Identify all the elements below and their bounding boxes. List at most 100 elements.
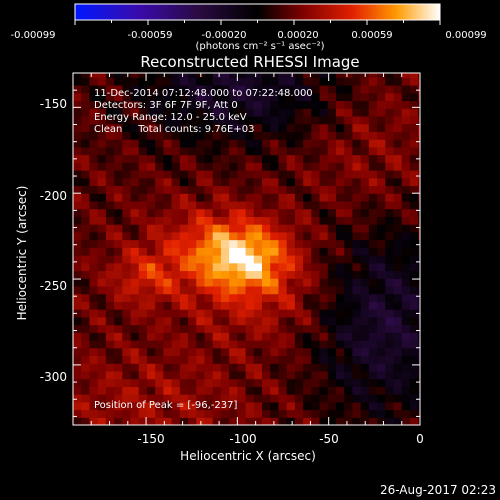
heatmap-cell — [393, 309, 403, 318]
heatmap-cell — [270, 200, 280, 210]
heatmap-cell — [327, 108, 337, 117]
heatmap-cell — [360, 401, 370, 411]
heatmap-cell — [368, 255, 378, 264]
heatmap-cell — [377, 316, 386, 326]
heatmap-cell — [253, 115, 263, 125]
heatmap-cell — [73, 347, 82, 357]
heatmap-cell — [294, 224, 304, 233]
heatmap-cell — [130, 216, 140, 225]
heatmap-cell — [138, 115, 148, 125]
heatmap-cell — [262, 247, 271, 256]
heatmap-cell — [319, 100, 329, 109]
heatmap-cell — [196, 309, 206, 318]
heatmap-cell — [196, 92, 206, 102]
heatmap-cell — [360, 347, 370, 357]
heatmap-cell — [220, 239, 230, 248]
heatmap-cell — [237, 154, 247, 163]
heatmap-cell — [270, 162, 280, 171]
heatmap-cell — [401, 347, 411, 357]
heatmap-cell — [352, 363, 362, 372]
heatmap-cell — [155, 131, 164, 140]
heatmap-cell — [368, 316, 378, 326]
heatmap-cell — [220, 355, 230, 364]
heatmap-cell — [237, 394, 247, 403]
heatmap-cell — [360, 231, 370, 241]
heatmap-cell — [418, 370, 420, 380]
heatmap — [73, 73, 420, 425]
heatmap-cell — [319, 355, 329, 364]
heatmap-cell — [212, 139, 222, 148]
heatmap-cell — [122, 278, 132, 287]
heatmap-cell — [245, 316, 255, 326]
heatmap-cell — [171, 73, 181, 78]
heatmap-cell — [418, 262, 420, 272]
heatmap-cell — [303, 332, 312, 341]
heatmap-cell — [229, 262, 238, 272]
heatmap-cell — [319, 123, 329, 132]
heatmap-cell — [344, 247, 354, 256]
heatmap-cell — [360, 340, 370, 349]
heatmap-cell — [81, 193, 91, 202]
heatmap-cell — [409, 115, 419, 125]
heatmap-cell — [335, 193, 345, 202]
heatmap-cell — [171, 340, 181, 349]
heatmap-cell — [418, 170, 420, 179]
heatmap-cell — [73, 177, 82, 187]
heatmap-cell — [262, 347, 271, 357]
heatmap-cell — [146, 301, 156, 310]
heatmap-cell — [122, 170, 132, 179]
heatmap-cell — [105, 316, 115, 326]
heatmap-cell — [97, 85, 107, 94]
heatmap-cell — [335, 85, 345, 94]
heatmap-cell — [171, 255, 181, 264]
heatmap-cell — [204, 255, 214, 264]
heatmap-cell — [311, 85, 321, 94]
heatmap-cell — [212, 170, 222, 179]
heatmap-cell — [335, 123, 345, 132]
heatmap-cell — [270, 355, 280, 364]
heatmap-cell — [179, 162, 189, 171]
heatmap-cell — [253, 170, 263, 179]
heatmap-cell — [179, 177, 189, 187]
heatmap-cell — [204, 185, 214, 194]
heatmap-cell — [385, 185, 395, 194]
heatmap-cell — [171, 309, 181, 318]
heatmap-cell — [245, 170, 255, 179]
heatmap-cell — [163, 394, 173, 403]
heatmap-cell — [146, 347, 156, 357]
heatmap-cell — [319, 340, 329, 349]
heatmap-cell — [253, 409, 263, 418]
heatmap-cell — [303, 409, 312, 418]
heatmap-cell — [114, 417, 123, 425]
heatmap-cell — [179, 409, 189, 418]
heatmap-cell — [89, 123, 99, 132]
heatmap-cell — [319, 108, 329, 117]
heatmap-cell — [81, 370, 91, 380]
heatmap-cell — [188, 185, 197, 194]
heatmap-cell — [360, 200, 370, 210]
heatmap-cell — [327, 262, 337, 272]
heatmap-cell — [155, 370, 164, 380]
heatmap-cell — [393, 154, 403, 163]
heatmap-cell — [278, 193, 288, 202]
heatmap-cell — [294, 239, 304, 248]
heatmap-cell — [171, 177, 181, 187]
heatmap-cell — [146, 108, 156, 117]
heatmap-cell — [377, 224, 386, 233]
heatmap-cell — [344, 347, 354, 357]
heatmap-cell — [220, 301, 230, 310]
heatmap-cell — [146, 139, 156, 148]
heatmap-cell — [97, 285, 107, 295]
heatmap-cell — [220, 216, 230, 225]
x-tick-label: -100 — [229, 432, 256, 446]
annotation-energy-range: Energy Range: 12.0 - 25.0 keV — [94, 112, 247, 123]
heatmap-cell — [335, 231, 345, 241]
heatmap-cell — [220, 401, 230, 411]
heatmap-cell — [130, 100, 140, 109]
heatmap-cell — [270, 324, 280, 333]
heatmap-cell — [262, 170, 271, 179]
heatmap-cell — [73, 262, 82, 272]
heatmap-cell — [393, 378, 403, 387]
heatmap-cell — [377, 301, 386, 310]
heatmap-cell — [278, 224, 288, 233]
